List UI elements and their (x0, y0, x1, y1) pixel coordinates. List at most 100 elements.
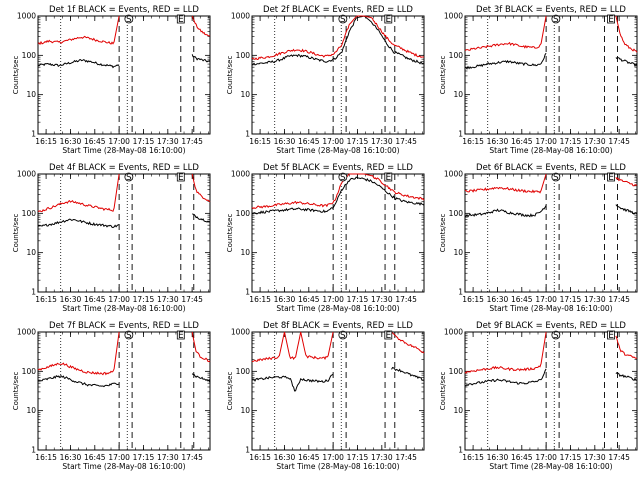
x-tick-label: 16:15 (249, 295, 271, 304)
y-tick-label: 1 (245, 446, 250, 455)
x-axis-label: Start Time (28-May-08 16:10:00) (489, 304, 612, 313)
x-tick-label: 17:00 (322, 295, 344, 304)
x-tick-label: 17:00 (108, 453, 130, 462)
y-axis-label: Counts/sec (439, 56, 447, 95)
x-tick-label: 17:15 (347, 453, 369, 462)
x-tick-label: 17:45 (608, 295, 630, 304)
panel-title: Det 3f BLACK = Events, RED = LLD (476, 5, 626, 15)
x-tick-label: 17:45 (181, 453, 203, 462)
end-marker-label: E (385, 331, 391, 341)
x-tick-label: 17:15 (560, 453, 582, 462)
start-marker-label: S (126, 15, 132, 25)
x-tick-label: 16:45 (298, 453, 320, 462)
y-tick-label: 1 (245, 288, 250, 297)
y-axis-label: Counts/sec (12, 372, 20, 411)
detector-panel: Det 7f BLACK = Events, RED = LLD 1 10 100 10… (12, 321, 211, 471)
panel-title: Det 9f BLACK = Events, RED = LLD (476, 321, 626, 331)
y-tick-label: 10 (453, 248, 463, 257)
y-axis-label: Counts/sec (226, 56, 234, 95)
x-tick-label: 16:15 (35, 137, 57, 146)
start-marker (338, 172, 348, 182)
x-tick-label: 16:15 (249, 137, 271, 146)
lld-series-line (464, 173, 547, 194)
panel-title: Det 6f BLACK = Events, RED = LLD (476, 163, 626, 173)
x-tick-label: 16:45 (84, 295, 106, 304)
y-tick-label: 10 (26, 90, 36, 99)
events-series-line (191, 373, 211, 383)
y-tick-label: 1 (31, 446, 36, 455)
start-marker (124, 172, 134, 182)
events-series-line (37, 59, 120, 69)
events-series-line (391, 366, 425, 381)
events-series-line (615, 57, 638, 68)
panel-title: Det 5f BLACK = Events, RED = LLD (263, 163, 413, 173)
panel-title: Det 2f BLACK = Events, RED = LLD (263, 5, 413, 15)
events-series-line (38, 218, 120, 229)
detector-panel: Det 5f BLACK = Events, RED = LLD 1 10 100 10… (226, 163, 425, 313)
y-tick-label: 1000 (17, 12, 36, 21)
start-marker (124, 14, 134, 24)
start-marker-label: S (553, 331, 559, 341)
plot-frame (464, 15, 638, 135)
x-tick-label: 17:30 (371, 453, 393, 462)
detector-panel: Det 6f BLACK = Events, RED = LLD 1 10 100 10… (439, 163, 638, 313)
x-tick-label: 17:15 (560, 137, 582, 146)
lld-series-line (191, 173, 211, 203)
events-series-line (615, 204, 638, 215)
end-marker-label: E (608, 331, 614, 341)
events-series-line (191, 54, 211, 63)
end-marker-label: E (178, 331, 184, 341)
start-marker (551, 172, 561, 182)
x-tick-label: 17:45 (181, 137, 203, 146)
x-tick-label: 17:00 (322, 453, 344, 462)
events-series-line (37, 375, 120, 388)
start-marker-label: S (340, 15, 346, 25)
x-tick-label: 16:15 (462, 453, 484, 462)
y-tick-label: 1 (245, 130, 250, 139)
y-axis-label: Counts/sec (226, 372, 234, 411)
x-tick-label: 16:15 (35, 453, 57, 462)
events-series-line (464, 52, 547, 70)
start-marker (338, 330, 348, 340)
end-marker-label: E (385, 173, 391, 183)
x-tick-label: 16:15 (249, 453, 271, 462)
lld-series-line (615, 15, 638, 53)
lld-series-line (464, 331, 547, 375)
detector-panel: Det 1f BLACK = Events, RED = LLD 1 10 100 10… (12, 5, 211, 155)
x-tick-label: 16:15 (35, 295, 57, 304)
detector-panel: Det 2f BLACK = Events, RED = LLD 1 10 100 10… (226, 5, 425, 155)
plot-frame (464, 173, 638, 293)
plot-frame (37, 331, 211, 451)
x-tick-label: 17:00 (535, 295, 557, 304)
plot-frame (251, 331, 425, 451)
end-marker (176, 14, 185, 24)
y-tick-label: 100 (236, 367, 251, 376)
x-tick-label: 16:30 (274, 137, 296, 146)
x-tick-label: 17:30 (584, 453, 606, 462)
x-axis-label: Start Time (28-May-08 16:10:00) (62, 304, 185, 313)
y-tick-label: 100 (22, 51, 37, 60)
x-tick-label: 17:30 (157, 295, 179, 304)
y-tick-label: 10 (453, 406, 463, 415)
x-tick-label: 17:45 (608, 137, 630, 146)
plot-frame (251, 173, 425, 293)
x-tick-label: 16:30 (487, 295, 509, 304)
x-tick-label: 16:30 (60, 453, 82, 462)
detector-panel: Det 4f BLACK = Events, RED = LLD 1 10 100 10… (12, 163, 211, 313)
lld-series-line (615, 177, 638, 187)
x-tick-label: 16:45 (511, 137, 533, 146)
x-tick-label: 17:15 (133, 295, 155, 304)
y-tick-label: 10 (26, 406, 36, 415)
start-marker-label: S (553, 15, 559, 25)
events-series-line (251, 176, 425, 215)
y-tick-label: 1 (458, 130, 463, 139)
x-tick-label: 17:30 (584, 137, 606, 146)
x-tick-label: 16:45 (511, 453, 533, 462)
plot-frame (251, 15, 425, 135)
plot-frame (37, 15, 211, 135)
y-axis-label: Counts/sec (12, 214, 20, 253)
start-marker-label: S (126, 173, 132, 183)
detector-panel: Det 3f BLACK = Events, RED = LLD 1 10 100 10… (439, 5, 638, 155)
y-tick-label: 10 (240, 248, 250, 257)
y-tick-label: 1000 (17, 170, 36, 179)
